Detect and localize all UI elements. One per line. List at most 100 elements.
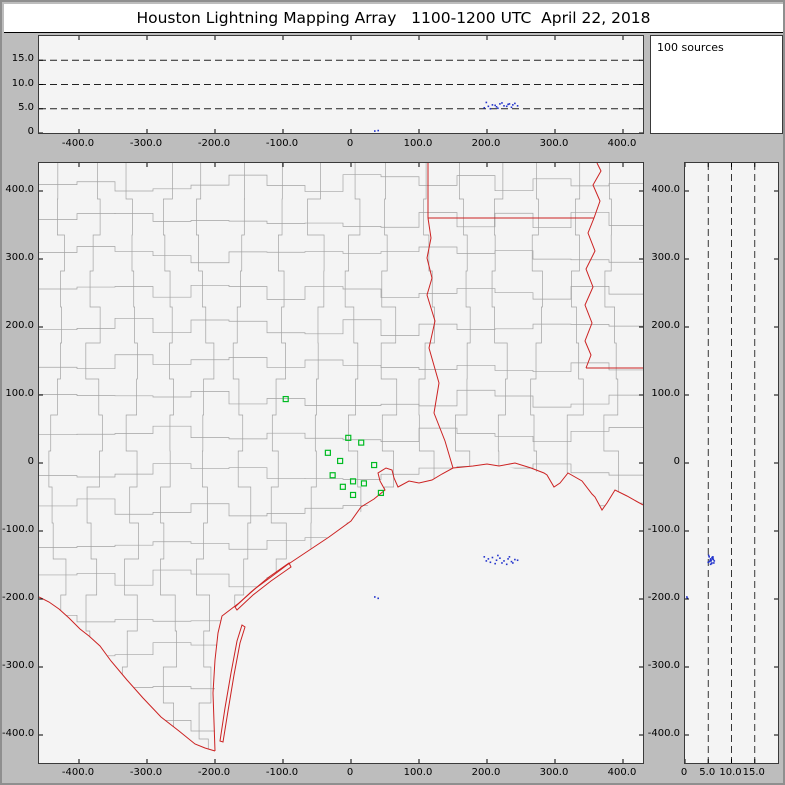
lightning-source	[487, 558, 490, 560]
county-line	[454, 163, 471, 751]
tick-label: -200.0	[197, 138, 231, 149]
county-line	[39, 246, 643, 264]
map-panel[interactable]	[38, 162, 644, 764]
lma-station	[360, 480, 368, 487]
tick-label: 100.0	[5, 388, 34, 399]
tick-label: -400.0	[61, 138, 95, 149]
lightning-source	[686, 597, 689, 600]
lma-station	[377, 489, 385, 497]
county-line	[85, 163, 103, 751]
lightning-source	[507, 558, 509, 560]
lightning-source	[491, 104, 494, 106]
county-line	[39, 641, 643, 660]
lightning-source	[512, 104, 514, 106]
tick-label: 10.0	[719, 767, 742, 778]
lma-station	[337, 457, 344, 465]
lightning-source	[489, 107, 492, 110]
lightning-source	[495, 559, 498, 562]
tick-label: 200.0	[651, 320, 680, 331]
tick-label: -200.0	[197, 767, 231, 778]
county-line	[603, 163, 621, 751]
lightning-source	[514, 102, 516, 105]
tick-label: 200.0	[471, 138, 501, 149]
lightning-source	[709, 558, 712, 560]
tick-label: 100.0	[651, 388, 680, 399]
tick-label: 300.0	[539, 138, 569, 149]
lightning-source	[377, 597, 379, 600]
title-bar: Houston Lightning Mapping Array 1100-120…	[4, 4, 783, 33]
source-count-label: 100 sources	[657, 41, 724, 54]
tick-label: -200.0	[2, 592, 35, 603]
lma-station	[339, 483, 346, 490]
county-line	[344, 163, 362, 751]
lightning-source	[485, 101, 488, 104]
lightning-source	[713, 562, 715, 564]
tick-label: 400.0	[5, 184, 34, 195]
altitude-ns-panel[interactable]	[684, 162, 779, 764]
lightning-source	[710, 559, 712, 562]
tick-label: 200.0	[5, 320, 34, 331]
lightning-source	[487, 105, 490, 108]
lightning-source	[505, 105, 508, 108]
altitude-ew-panel[interactable]	[38, 35, 644, 134]
tick-label: 100.0	[403, 138, 433, 149]
lma-station	[324, 449, 331, 456]
tick-label: 400.0	[607, 138, 637, 149]
lightning-sources	[374, 554, 519, 600]
county-line	[39, 317, 643, 336]
lightning-source	[485, 560, 488, 562]
county-line	[39, 463, 643, 480]
tick-label: 0	[346, 767, 354, 778]
lightning-source	[497, 554, 499, 557]
lightning-source	[499, 103, 501, 105]
tick-label: 300.0	[539, 767, 569, 778]
tick-label: -300.0	[129, 767, 163, 778]
lightning-source	[711, 558, 714, 560]
county-line	[196, 163, 215, 751]
county-line	[39, 534, 643, 550]
tick-label: 15.0	[742, 767, 765, 778]
tick-label: 0	[673, 456, 680, 467]
tick-label: 0	[27, 126, 34, 137]
tick-label: -100.0	[647, 524, 680, 535]
lma-station	[345, 434, 352, 441]
tick-label: 400.0	[651, 184, 680, 195]
county-line	[232, 163, 252, 751]
map-plot	[39, 163, 643, 763]
county-line	[39, 284, 643, 300]
tick-label: 5.0	[699, 767, 716, 778]
lightning-source	[507, 103, 509, 106]
tick-label: 100.0	[403, 767, 433, 778]
lightning-source	[510, 106, 513, 109]
page-title: Houston Lightning Mapping Array 1100-120…	[136, 9, 651, 27]
lightning-source	[491, 556, 494, 559]
texas-louisiana-border	[426, 217, 454, 469]
lightning-source	[686, 596, 688, 598]
lightning-source	[483, 556, 486, 558]
county-line	[307, 163, 326, 751]
county-line	[380, 163, 398, 751]
county-line	[39, 212, 643, 229]
lma-station	[349, 491, 357, 499]
tick-label: 300.0	[651, 252, 680, 263]
lightning-source	[708, 560, 711, 563]
tick-label: 5.0	[18, 101, 34, 113]
padre-island	[219, 624, 246, 743]
county-line	[160, 163, 177, 751]
lightning-source	[712, 556, 714, 558]
county-line	[39, 752, 643, 763]
tick-label: -100.0	[265, 767, 299, 778]
rio-grande-border	[39, 596, 216, 752]
lightning-source	[709, 563, 712, 566]
county-line	[270, 163, 287, 751]
lightning-source	[494, 104, 496, 107]
county-line	[121, 163, 139, 751]
lightning-source	[508, 556, 511, 558]
tick-label: -200.0	[647, 592, 680, 603]
lightning-source	[516, 559, 519, 562]
lightning-source	[374, 130, 376, 132]
matagorda-island	[234, 562, 292, 611]
tick-label: -300.0	[129, 138, 163, 149]
lightning-source	[713, 560, 716, 562]
lma-station	[358, 439, 365, 446]
